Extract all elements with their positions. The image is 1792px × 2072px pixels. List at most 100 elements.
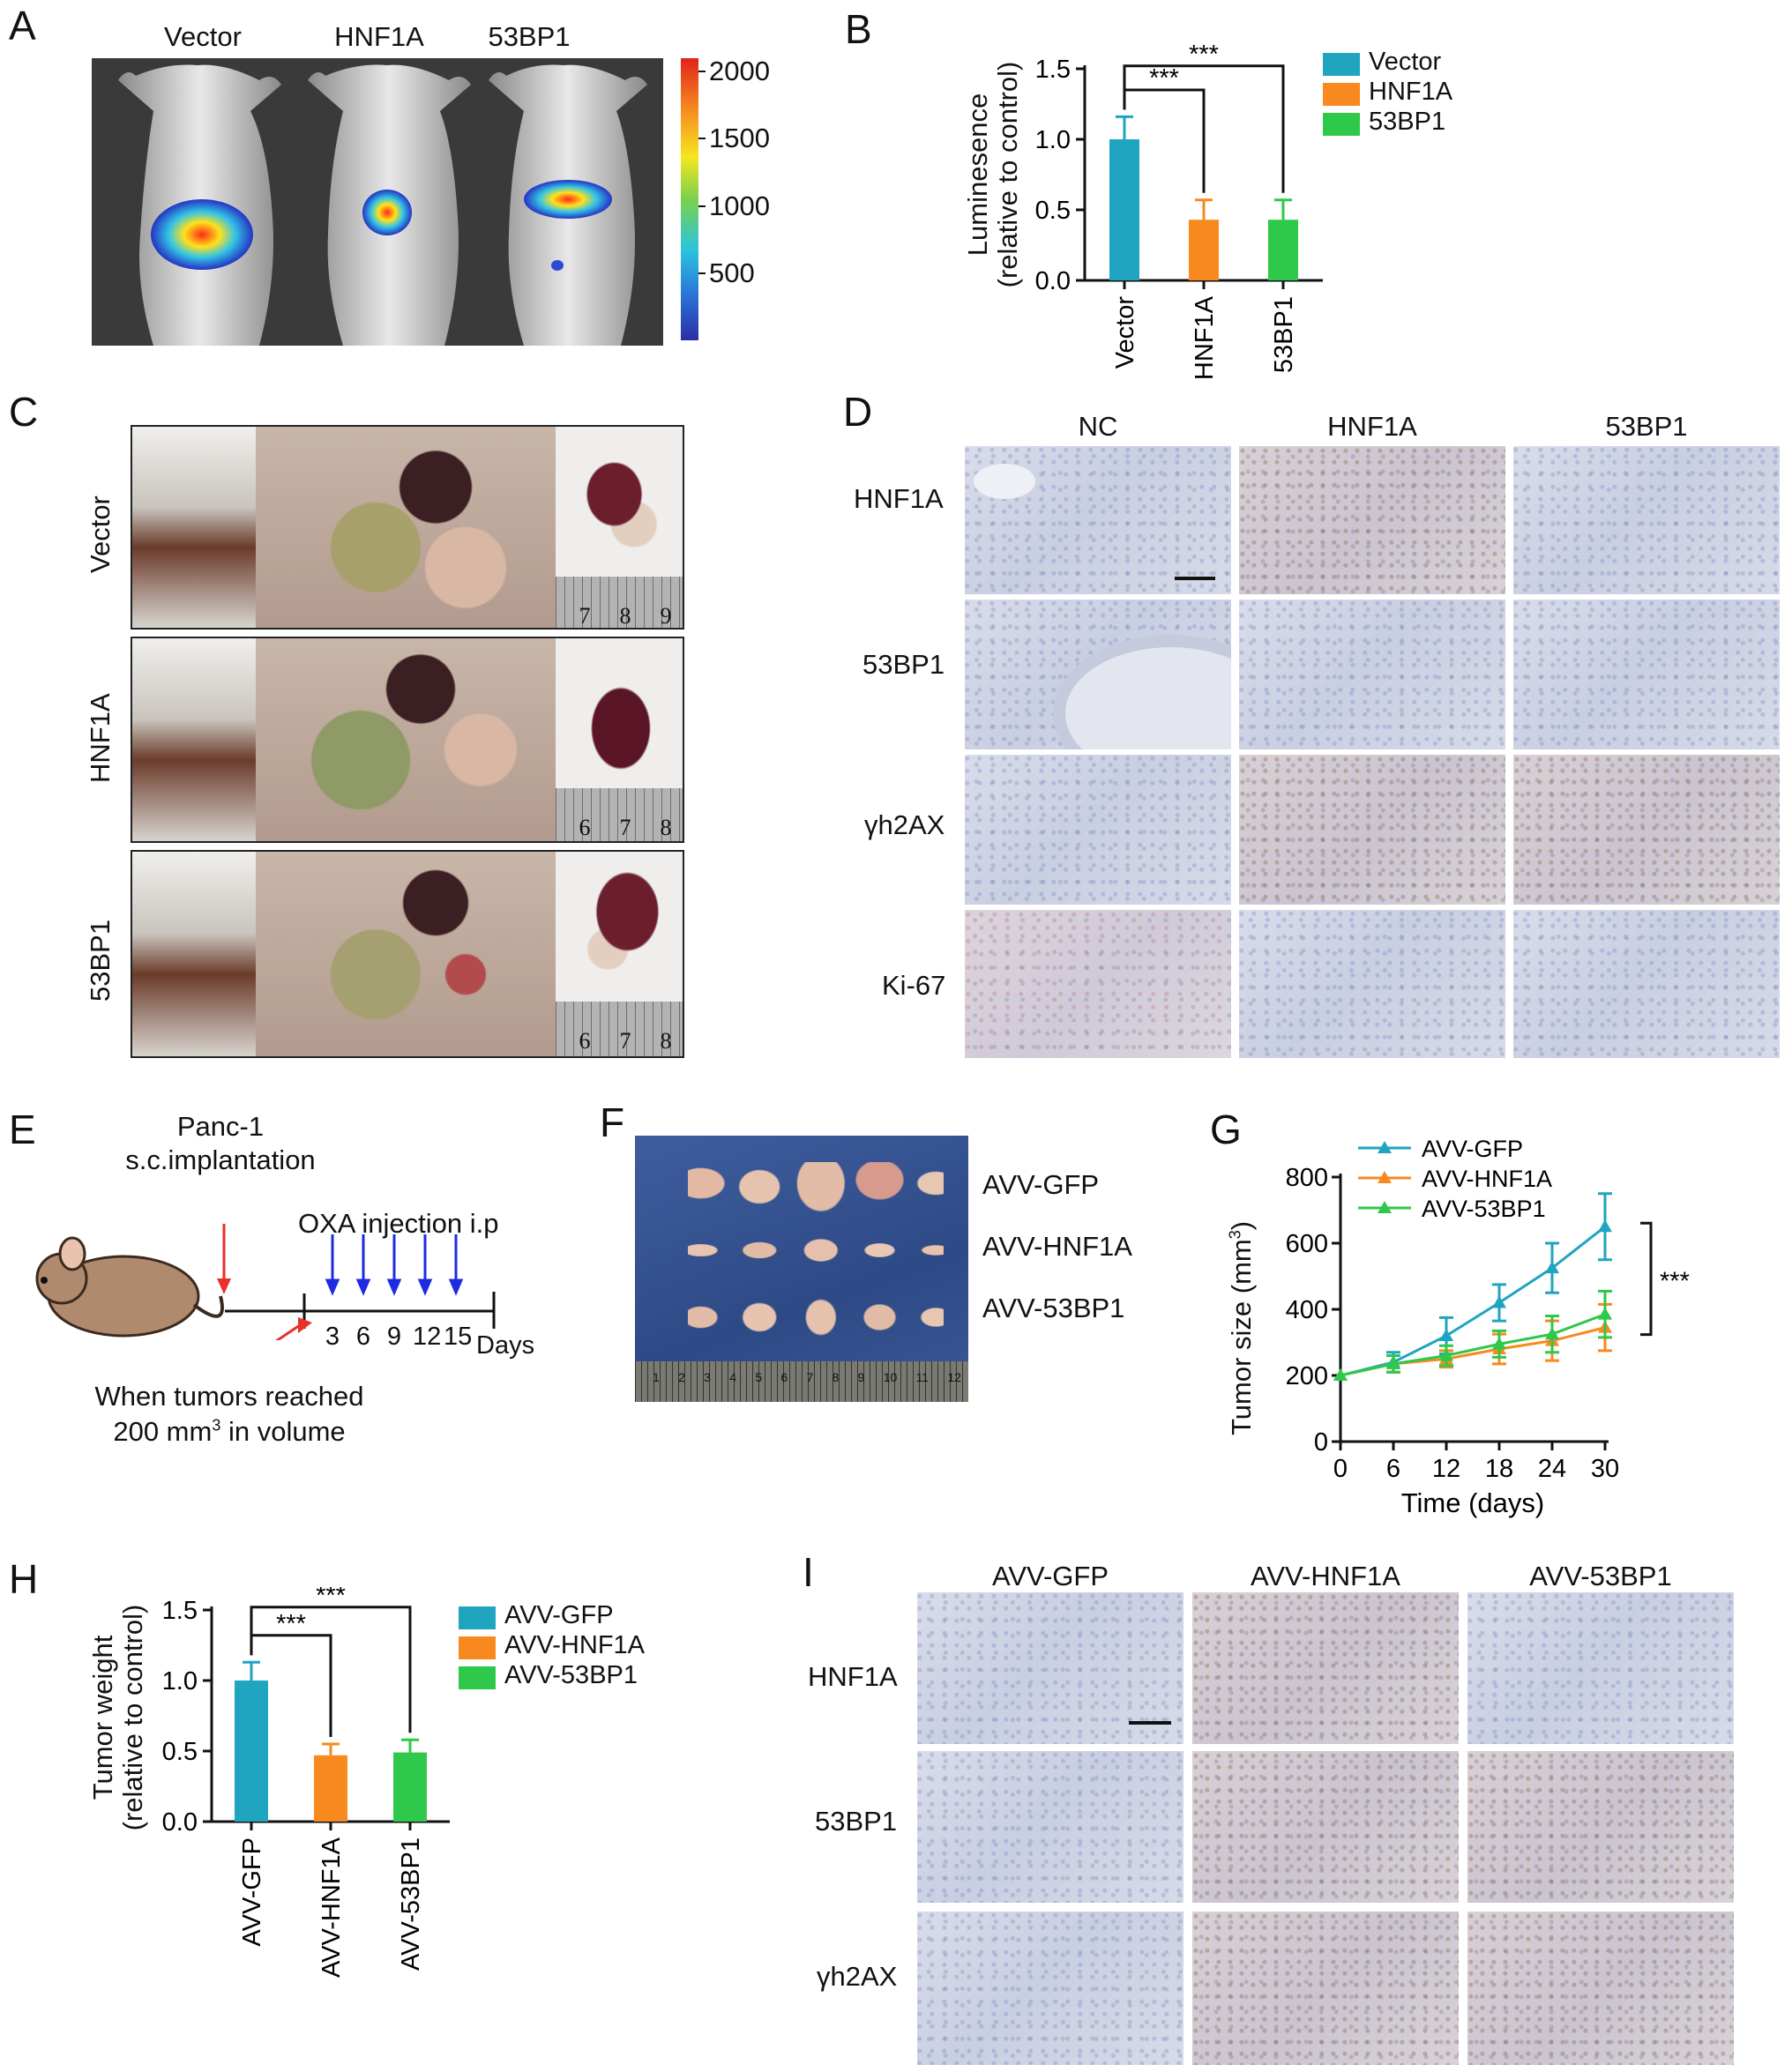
y-tick-label: 1.0	[162, 1667, 198, 1696]
chart-g-tumor-growth: 0 200 400 600 800 0 6 12 18 24 30 Time (days) AVV-GF…	[1286, 1136, 1690, 1518]
schema-day-label: 3	[325, 1323, 340, 1351]
ihc-i-53bp1-gh2ax	[1467, 1912, 1734, 2065]
ruler-mark: 12	[947, 1370, 961, 1384]
chart-h-ylabel-line2: (relative to control)	[117, 1604, 148, 1831]
ruler-mark: 11	[915, 1370, 930, 1384]
necropsy-photo-vector: 7 8 9	[131, 425, 684, 630]
necropsy-photo-hnf1a: 6 7 8	[131, 637, 684, 843]
treatment-schema-diagram	[35, 1224, 496, 1340]
panel-d-col-53bp1: 53BP1	[1605, 411, 1688, 442]
ruler-mark: 2	[678, 1370, 685, 1384]
panel-d-col-nc: NC	[1078, 411, 1118, 442]
legend-marker	[1378, 1171, 1392, 1183]
ruler-mark: 6	[579, 815, 591, 840]
legend-swatch	[1323, 83, 1360, 106]
colorbar-tick	[698, 205, 706, 207]
bar	[1109, 139, 1139, 280]
panel-f-label-gfp: AVV-GFP	[982, 1169, 1100, 1200]
legend-label: HNF1A	[1369, 78, 1453, 106]
colorbar-tick-label: 2000	[709, 56, 770, 87]
ruler-mark: 9	[660, 603, 672, 629]
x-tick-label: Vector	[1111, 296, 1139, 369]
panel-i-col-gfp: AVV-GFP	[991, 1561, 1109, 1591]
panel-label-c: C	[9, 389, 39, 435]
legend-label: AVV-GFP	[1422, 1136, 1523, 1162]
series-line	[1340, 1326, 1606, 1377]
schema-note-sup: 3	[212, 1416, 221, 1435]
significance-label: ***	[276, 1610, 306, 1638]
ruler-mark: 8	[660, 1028, 672, 1054]
ihc-i-53bp1-hnf1a	[1467, 1592, 1734, 1744]
ruler-mark: 8	[660, 815, 672, 840]
ihc-d-53bp1-ki67	[1513, 910, 1780, 1058]
schema-days-unit: Days	[476, 1331, 535, 1360]
colorbar-tick	[698, 272, 706, 274]
ruler-mark: 7	[619, 815, 631, 840]
data-point	[1492, 1295, 1506, 1308]
ruler-mark: 10	[883, 1370, 898, 1384]
x-tick-label: HNF1A	[1191, 295, 1219, 380]
legend-swatch	[459, 1666, 496, 1689]
schema-day-label: 9	[386, 1323, 402, 1351]
chart-b-ylabel-line2: (relative to control)	[992, 61, 1023, 288]
x-tick-label: 30	[1591, 1455, 1619, 1483]
panel-f-label-hnf1a: AVV-HNF1A	[982, 1231, 1132, 1262]
panel-d-row-hnf1a: HNF1A	[854, 483, 944, 514]
panel-a-group-hnf1a: HNF1A	[334, 21, 424, 52]
chart-b-ylabel-line1: Luminesence	[962, 93, 993, 257]
ruler-mark: 3	[704, 1370, 711, 1384]
ihc-d-hnf1a-hnf1a	[1239, 446, 1505, 594]
x-tick-label: 18	[1485, 1455, 1513, 1483]
panel-a-group-vector: Vector	[164, 21, 242, 52]
ihc-i-hnf1a-hnf1a	[1192, 1592, 1459, 1744]
data-point	[1492, 1337, 1506, 1350]
data-point	[1545, 1327, 1559, 1340]
legend-swatch	[459, 1636, 496, 1659]
y-tick-label: 1.5	[1035, 56, 1071, 84]
x-axis-title: Time (days)	[1401, 1487, 1544, 1518]
ihc-d-53bp1-hnf1a	[1513, 446, 1780, 594]
ihc-d-53bp1-53bp1	[1513, 600, 1780, 749]
bar	[1189, 220, 1219, 280]
mice-luminescence-drawing	[118, 64, 647, 346]
ihc-d-53bp1-gh2ax	[1513, 755, 1780, 905]
legend-label: 53BP1	[1369, 108, 1446, 136]
ihc-i-gfp-gh2ax	[917, 1912, 1183, 2065]
significance-label: ***	[1660, 1267, 1690, 1295]
ruler-mark: 8	[832, 1370, 840, 1384]
chart-h-ylabel-line1: Tumor weight	[87, 1635, 118, 1800]
panel-i-row-hnf1a: HNF1A	[808, 1661, 898, 1692]
schema-route: s.c.implantation	[125, 1144, 316, 1175]
colorbar-tick-label: 1500	[709, 123, 770, 154]
panel-label-h: H	[9, 1556, 39, 1602]
ihc-d-nc-hnf1a	[965, 446, 1231, 594]
ruler-labels-hnf1a: 6 7 8	[564, 815, 683, 841]
panel-i-col-hnf1a: AVV-HNF1A	[1251, 1561, 1400, 1591]
data-point	[1386, 1356, 1400, 1369]
ruler-mark: 7	[579, 603, 591, 629]
ruler-mark: 7	[806, 1370, 814, 1384]
panel-c-row-vector: Vector	[85, 496, 116, 573]
significance-label: ***	[1149, 64, 1179, 93]
ihc-i-hnf1a-gh2ax	[1192, 1912, 1459, 2065]
ruler-mark: 4	[729, 1370, 737, 1384]
x-tick-label: 0	[1333, 1455, 1348, 1483]
colorbar-tick	[698, 138, 706, 140]
ruler-mark: 9	[857, 1370, 865, 1384]
y-tick-label: 800	[1286, 1164, 1328, 1192]
legend-label: Vector	[1369, 48, 1442, 76]
ruler-mark: 5	[755, 1370, 763, 1384]
ruler-mark: 1	[653, 1370, 660, 1384]
y-tick-label: 1.0	[1035, 126, 1071, 154]
x-tick-label: 12	[1432, 1455, 1460, 1483]
x-tick-label: 6	[1386, 1455, 1400, 1483]
data-point	[1545, 1261, 1559, 1274]
y-tick-label: 400	[1286, 1296, 1328, 1324]
panel-a-group-53bp1: 53BP1	[488, 21, 571, 52]
data-point	[1439, 1329, 1453, 1341]
bioluminescence-image	[92, 58, 663, 346]
panel-i-row-53bp1: 53BP1	[815, 1806, 898, 1837]
significance-label: ***	[316, 1587, 346, 1610]
tumor-ruler-labels: 1 2 3 4 5 6 7 8 9 10 11 12	[653, 1370, 961, 1384]
panel-i-row-gh2ax: γh2AX	[817, 1961, 898, 1992]
